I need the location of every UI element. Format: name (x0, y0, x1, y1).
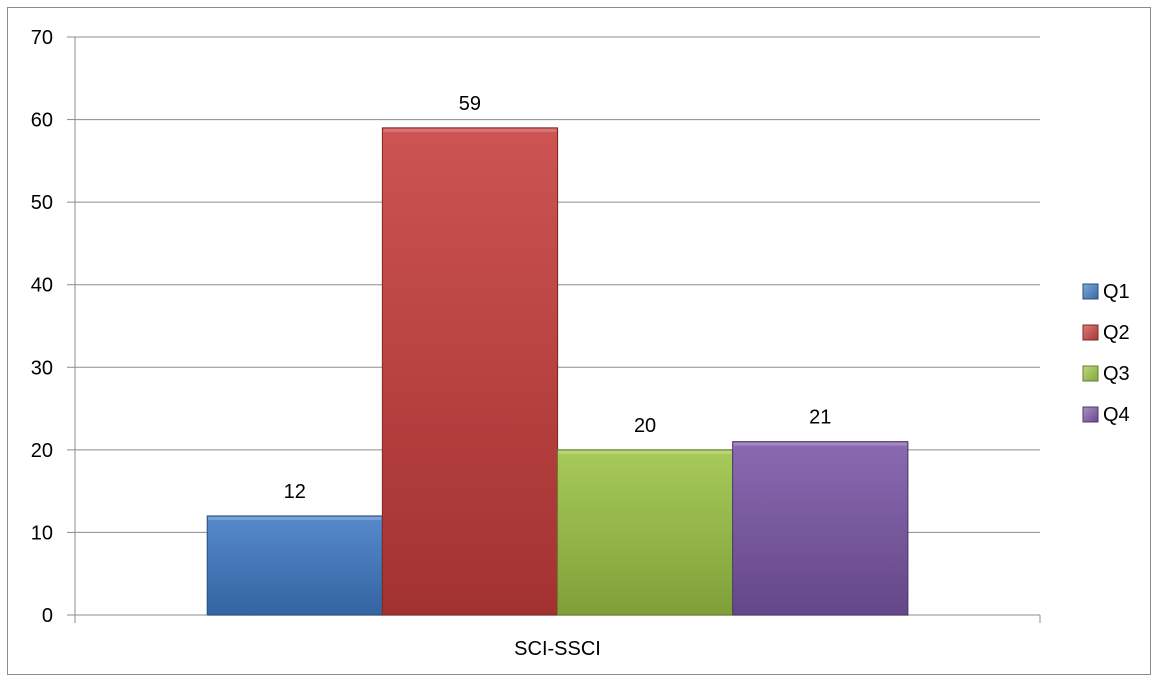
y-tick-label: 10 (31, 522, 53, 544)
data-labels: 12 59 20 21 (284, 93, 832, 503)
legend-swatch (1082, 365, 1099, 382)
y-tick-label: 30 (31, 357, 53, 379)
legend-swatch (1082, 324, 1099, 341)
bars (206, 127, 909, 617)
y-tick-label: 60 (31, 110, 53, 132)
legend: Q1 Q2 Q3 Q4 (1082, 281, 1130, 426)
legend-label: Q3 (1103, 363, 1130, 385)
legend-item-q4: Q4 (1082, 404, 1130, 426)
bar-q3 (557, 449, 734, 616)
legend-swatch (1082, 406, 1099, 423)
y-axis-ticks: 0 10 20 30 40 50 60 70 (31, 27, 75, 627)
x-axis-categories: SCI-SSCI (514, 638, 601, 660)
data-label-q1: 12 (284, 481, 306, 503)
legend-label: Q4 (1103, 404, 1130, 426)
y-tick-label: 40 (31, 275, 53, 297)
y-tick-label: 0 (42, 605, 53, 627)
bar-highlight (733, 442, 907, 446)
bar-highlight (558, 450, 732, 454)
data-label-q2: 59 (459, 93, 481, 115)
y-tick-label: 20 (31, 440, 53, 462)
bar-q1 (206, 515, 383, 616)
x-category-label: SCI-SSCI (514, 638, 601, 660)
bar-q2 (381, 127, 559, 616)
bar-highlight (383, 128, 557, 132)
data-label-q4: 21 (809, 407, 831, 429)
bar-highlight (208, 516, 382, 520)
y-tick-label: 70 (31, 27, 53, 49)
legend-label: Q2 (1103, 322, 1130, 344)
legend-label: Q1 (1103, 281, 1130, 303)
legend-item-q3: Q3 (1082, 363, 1130, 385)
bar-q4 (732, 441, 909, 616)
y-tick-label: 50 (31, 192, 53, 214)
legend-item-q2: Q2 (1082, 322, 1130, 344)
data-label-q3: 20 (634, 415, 656, 437)
legend-swatch (1082, 283, 1099, 300)
legend-item-q1: Q1 (1082, 281, 1130, 303)
